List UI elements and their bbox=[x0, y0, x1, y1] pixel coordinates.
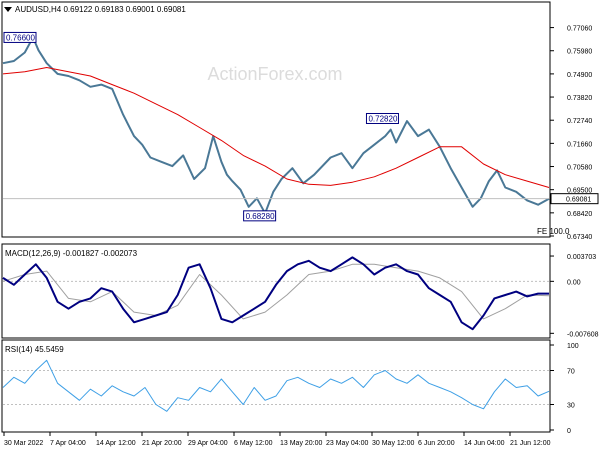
macd-panel-frame bbox=[1, 243, 551, 339]
collapse-triangle-icon[interactable] bbox=[4, 7, 12, 12]
x-tick-label: 7 Apr 04:00 bbox=[50, 440, 86, 447]
y-tick-label: 0.70580 bbox=[567, 165, 592, 172]
x-tick-label: 21 Jun 12:00 bbox=[510, 440, 551, 447]
price-panel-frame bbox=[1, 1, 551, 238]
macd-series-group bbox=[2, 256, 550, 331]
y-tick-label: 0.71660 bbox=[567, 141, 592, 148]
rsi-title: RSI(14) 45.5459 bbox=[5, 345, 64, 354]
x-tick-label: 13 May 20:00 bbox=[280, 440, 323, 447]
y-tick-label: 0.75980 bbox=[567, 49, 592, 56]
current-price-label: 0.69081 bbox=[566, 197, 591, 204]
price-annotation-box bbox=[3, 31, 37, 43]
current-price-box bbox=[550, 193, 599, 205]
price-annotation-label: 0.76600 bbox=[6, 33, 35, 42]
price-annotation-label: 0.72820 bbox=[368, 114, 397, 123]
current-price-marker: 0.69081 bbox=[3, 193, 599, 205]
x-tick-label: 29 Apr 04:00 bbox=[188, 440, 228, 447]
x-tick-label: 14 Jun 04:00 bbox=[464, 440, 505, 447]
y-tick-label: 0.73820 bbox=[567, 95, 592, 102]
macd-title: MACD(12,26,9) -0.001827 -0.002073 bbox=[5, 249, 138, 258]
price-title-text: AUDUSD,H4 0.69122 0.69183 0.69001 0.6908… bbox=[15, 5, 186, 14]
macd-line bbox=[2, 256, 549, 331]
y-tick-label: 30 bbox=[567, 403, 575, 410]
price-y-axis: 0.77060 0.75980 0.74900 0.73820 0.72740 0.716… bbox=[550, 26, 592, 241]
x-tick-label: 30 Mar 2022 bbox=[4, 440, 43, 447]
y-tick-label: 0 bbox=[567, 428, 571, 435]
x-tick-label: 6 May 12:00 bbox=[234, 440, 273, 447]
price-annotation-label: 0.68280 bbox=[246, 212, 275, 221]
y-tick-label: 0.77060 bbox=[567, 26, 592, 33]
moving-average-line bbox=[2, 67, 550, 188]
y-tick-label: 70 bbox=[567, 369, 575, 376]
x-tick-label: 21 Apr 20:00 bbox=[142, 440, 182, 447]
price-annotations: 0.76600 0.72820 0.68280 bbox=[3, 31, 399, 222]
x-tick-label: 30 May 12:00 bbox=[372, 440, 415, 447]
rsi-line bbox=[2, 359, 550, 412]
fe-label: FE 100.0 bbox=[537, 227, 570, 236]
y-tick-label: 0.67340 bbox=[567, 234, 592, 241]
price-annotation-box bbox=[243, 210, 277, 222]
x-axis: 30 Mar 2022 7 Apr 04:00 14 Apr 12:00 21 Apr… bbox=[3, 432, 551, 447]
y-tick-label: 100 bbox=[567, 343, 579, 350]
x-tick-label: 14 Apr 12:00 bbox=[96, 440, 136, 447]
x-tick-label: 6 Jun 20:00 bbox=[418, 440, 455, 447]
price-annotation-box bbox=[365, 112, 399, 124]
y-tick-label: -0.007608 bbox=[567, 331, 599, 338]
price-title: AUDUSD,H4 0.69122 0.69183 0.69001 0.6908… bbox=[4, 5, 186, 14]
macd-y-axis: 0.003703 0.00 -0.007608 bbox=[550, 254, 599, 338]
y-tick-label: 0.74900 bbox=[567, 72, 592, 79]
rsi-series-group bbox=[2, 359, 550, 412]
rsi-levels bbox=[3, 370, 549, 405]
y-tick-label: 0.72740 bbox=[567, 118, 592, 125]
rsi-panel-frame bbox=[1, 339, 551, 433]
y-tick-label: 0.69500 bbox=[567, 188, 592, 195]
rsi-y-axis: 100 70 30 0 bbox=[550, 343, 579, 435]
y-tick-label: 0.68420 bbox=[567, 211, 592, 218]
y-tick-label: 0.003703 bbox=[567, 254, 596, 261]
watermark: ActionForex.com bbox=[207, 64, 342, 84]
macd-signal-line bbox=[2, 263, 550, 320]
y-tick-label: 0.00 bbox=[567, 279, 581, 286]
x-tick-label: 23 May 04:00 bbox=[326, 440, 369, 447]
